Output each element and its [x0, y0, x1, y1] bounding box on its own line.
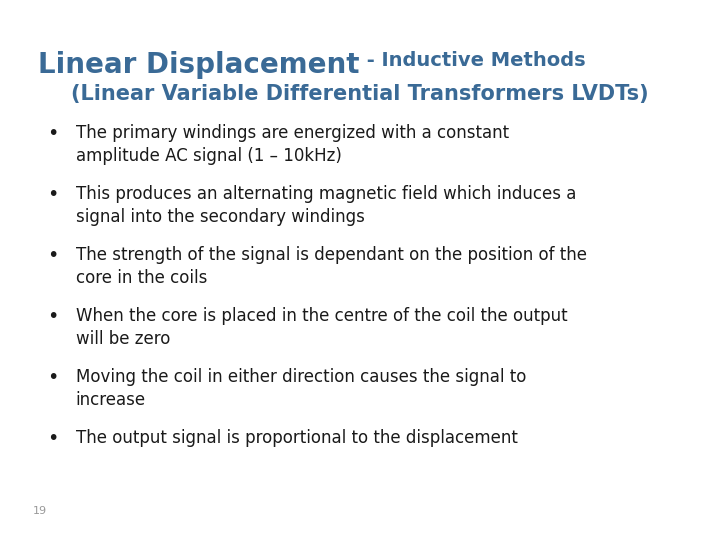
Text: The primary windings are energized with a constant
amplitude AC signal (1 – 10kH: The primary windings are energized with … [76, 124, 509, 165]
Text: When the core is placed in the centre of the coil the output
will be zero: When the core is placed in the centre of… [76, 307, 567, 348]
Text: This produces an alternating magnetic field which induces a
signal into the seco: This produces an alternating magnetic fi… [76, 185, 576, 226]
Text: - Inductive Methods: - Inductive Methods [360, 51, 585, 70]
Text: •: • [47, 368, 58, 387]
Text: The strength of the signal is dependant on the position of the
core in the coils: The strength of the signal is dependant … [76, 246, 587, 287]
Text: •: • [47, 246, 58, 265]
Text: Moving the coil in either direction causes the signal to
increase: Moving the coil in either direction caus… [76, 368, 526, 409]
Text: •: • [47, 429, 58, 448]
Text: •: • [47, 307, 58, 326]
Text: •: • [47, 124, 58, 143]
Text: Linear Displacement: Linear Displacement [38, 51, 360, 79]
Text: •: • [47, 185, 58, 204]
Text: (Linear Variable Differential Transformers LVDTs): (Linear Variable Differential Transforme… [71, 84, 649, 104]
Text: The output signal is proportional to the displacement: The output signal is proportional to the… [76, 429, 518, 447]
Text: 19: 19 [32, 505, 47, 516]
